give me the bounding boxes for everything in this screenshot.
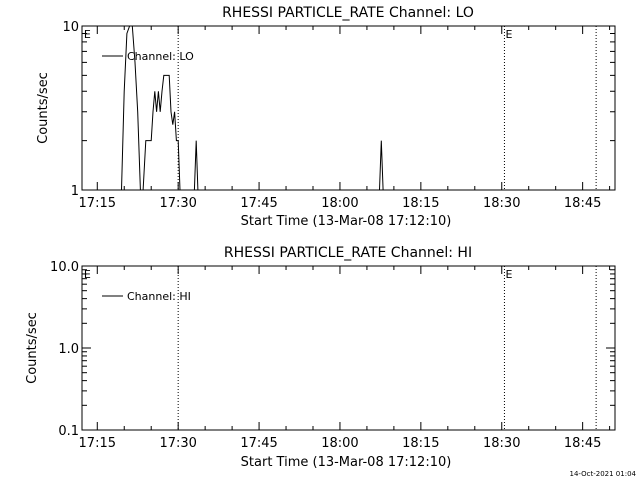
legend-label: Channel: HI <box>127 290 191 303</box>
y-tick-label: 10 <box>62 20 79 35</box>
legend-label: Channel: LO <box>127 50 194 63</box>
x-tick-label: 18:45 <box>564 196 601 211</box>
x-tick-label: 17:30 <box>159 196 196 211</box>
x-tick-label: 18:15 <box>402 436 439 451</box>
y-axis-label: Counts/sec <box>36 72 51 144</box>
x-tick-label: 18:30 <box>483 436 520 451</box>
x-tick-label: 18:15 <box>402 196 439 211</box>
chart-panel-hi: RHESSI PARTICLE_RATE Channel: HI Start T… <box>25 245 616 470</box>
x-axis-label: Start Time (13-Mar-08 17:12:10) <box>241 455 452 470</box>
plot-layer: 17:15 17:30 17:45 18:00 18:15 18:30 18:45 0.1 1.… <box>50 260 616 451</box>
series-line <box>113 25 384 191</box>
x-axis-label: Start Time (13-Mar-08 17:12:10) <box>241 214 452 229</box>
y-axis-label: Counts/sec <box>25 312 40 384</box>
x-tick-label: 18:30 <box>483 196 520 211</box>
plot-layer: 17:15 17:30 17:45 18:00 18:15 18:30 18:45 1 10 E E… <box>62 20 616 211</box>
footer-timestamp: 14-Oct-2021 01:04 <box>570 470 637 478</box>
x-tick-label: 18:00 <box>321 196 358 211</box>
x-tick-label: 17:15 <box>79 196 116 211</box>
chart-title: RHESSI PARTICLE_RATE Channel: HI <box>224 245 472 261</box>
x-tick-label: 17:15 <box>79 436 116 451</box>
x-tick-label: 17:45 <box>240 436 277 451</box>
event-marker: E <box>84 28 91 41</box>
y-tick-label: 0.1 <box>58 424 79 439</box>
y-tick-label: 1.0 <box>58 342 79 357</box>
x-tick-label: 17:45 <box>240 196 277 211</box>
event-marker: E <box>505 28 512 41</box>
chart-title: RHESSI PARTICLE_RATE Channel: LO <box>222 5 474 21</box>
event-marker: E <box>84 268 91 281</box>
chart-panel-lo: RHESSI PARTICLE_RATE Channel: LO Start T… <box>36 5 616 229</box>
x-tick-label: 17:30 <box>159 436 196 451</box>
x-tick-label: 18:45 <box>564 436 601 451</box>
x-tick-label: 18:00 <box>321 436 358 451</box>
y-tick-label: 10.0 <box>50 260 79 275</box>
y-tick-label: 1 <box>71 184 79 199</box>
event-marker: E <box>505 268 512 281</box>
